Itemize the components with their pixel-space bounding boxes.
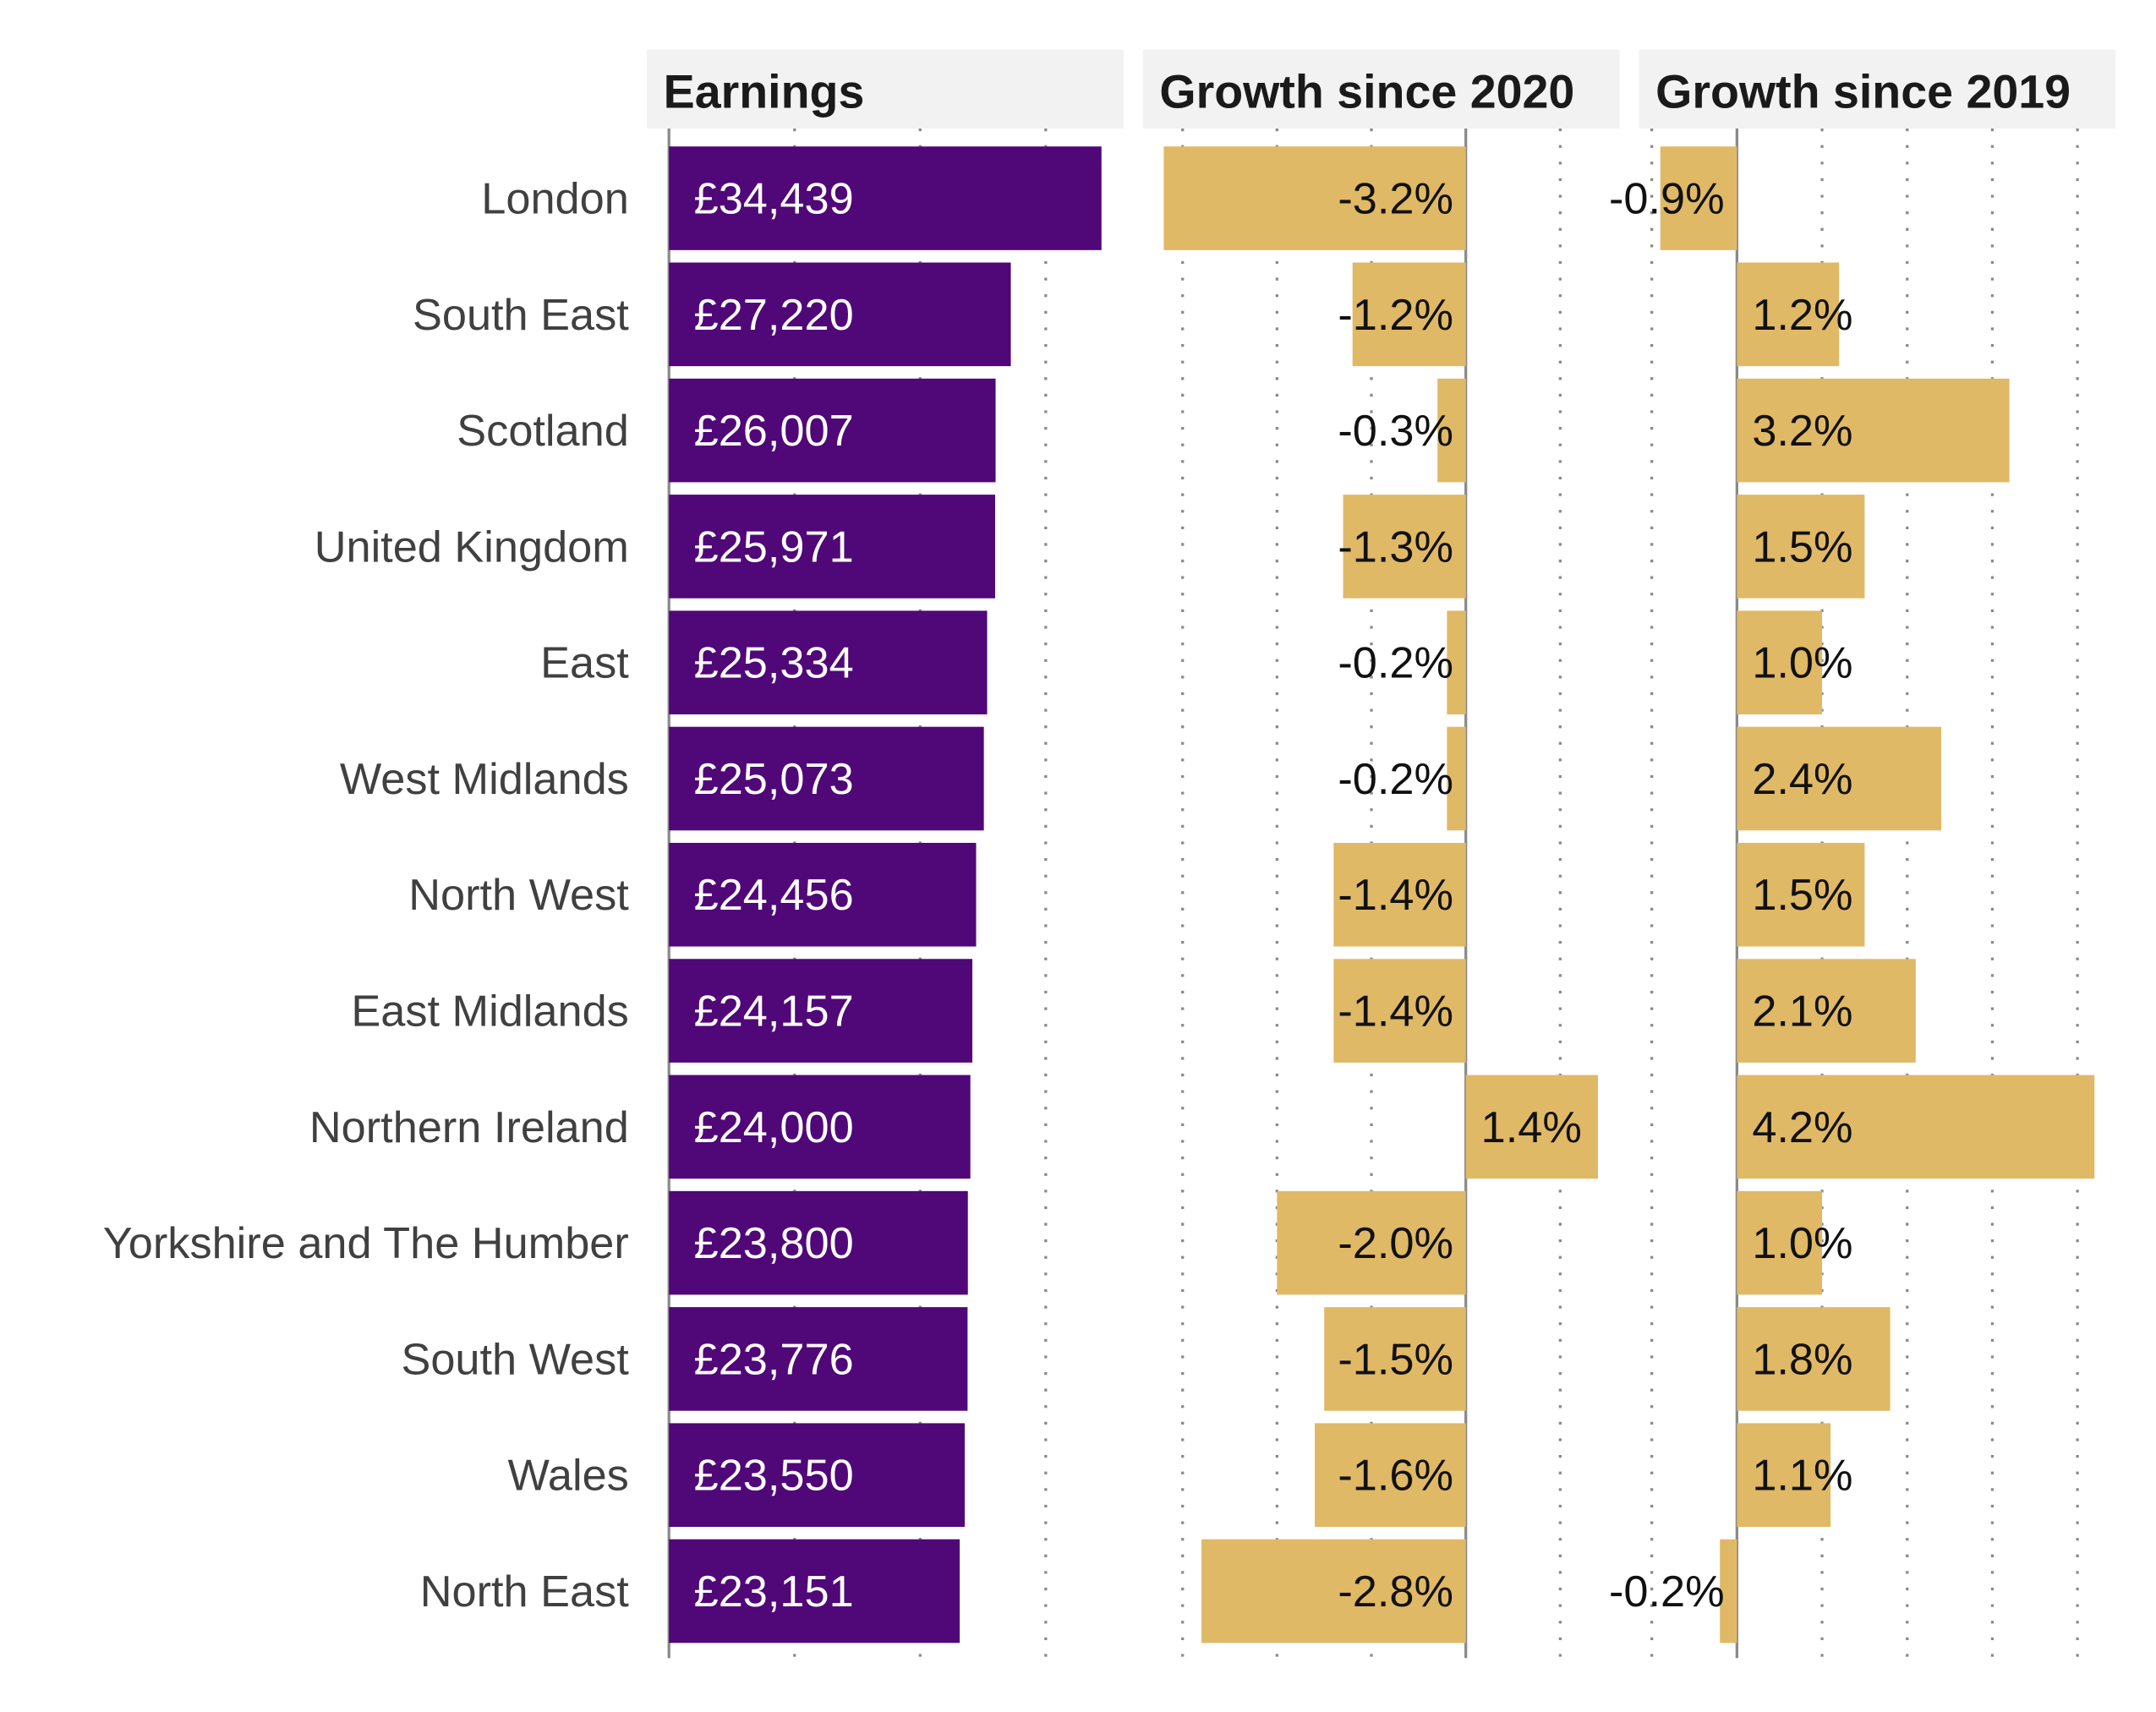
data-label: -0.3% xyxy=(1338,407,1453,456)
data-label: 1.4% xyxy=(1481,1103,1582,1152)
bar xyxy=(1737,1075,2095,1179)
data-label: £25,971 xyxy=(694,522,854,572)
category-label: East xyxy=(540,639,629,688)
data-label: -1.5% xyxy=(1338,1335,1453,1384)
data-label: -1.6% xyxy=(1338,1452,1453,1501)
data-label: £26,007 xyxy=(694,407,854,456)
bar xyxy=(669,1423,966,1527)
bar xyxy=(1737,726,1942,831)
bar xyxy=(1447,726,1466,831)
bar xyxy=(1333,842,1466,947)
bar xyxy=(1343,495,1466,599)
bar xyxy=(669,1539,960,1644)
data-label: -1.4% xyxy=(1338,871,1453,920)
panel-header-bg xyxy=(1142,49,1620,129)
bar xyxy=(1277,1190,1466,1295)
bar xyxy=(669,1075,971,1179)
bar xyxy=(1737,842,1865,947)
bar xyxy=(1737,495,1865,599)
bar xyxy=(669,1307,968,1411)
data-label: -0.2% xyxy=(1338,639,1453,688)
panel-title: Earnings xyxy=(664,65,865,118)
data-label: -3.2% xyxy=(1338,175,1453,224)
category-label: Yorkshire and The Humber xyxy=(103,1219,629,1268)
bar xyxy=(669,610,988,714)
data-label: 1.2% xyxy=(1752,291,1852,340)
panel-title: Growth since 2019 xyxy=(1655,65,2071,118)
data-label: -0.9% xyxy=(1609,175,1725,224)
data-label: £23,800 xyxy=(694,1219,854,1268)
bar xyxy=(669,146,1102,250)
data-label: 2.4% xyxy=(1752,755,1852,804)
data-label: 1.0% xyxy=(1752,639,1852,688)
bar xyxy=(669,262,1011,367)
bar xyxy=(669,1190,968,1295)
category-label: Wales xyxy=(507,1452,628,1501)
panel-header-bg xyxy=(1639,49,2116,129)
data-label: £25,334 xyxy=(694,639,854,688)
bar xyxy=(1437,378,1466,483)
data-label: £27,220 xyxy=(694,291,854,340)
data-label: -2.0% xyxy=(1338,1219,1453,1268)
bar xyxy=(1720,1539,1737,1644)
bar xyxy=(1737,378,2010,483)
bar xyxy=(669,726,984,831)
bar xyxy=(1315,1423,1466,1527)
data-label: 1.1% xyxy=(1752,1452,1852,1501)
category-label: South West xyxy=(401,1335,629,1384)
bar xyxy=(1737,262,1840,367)
bar xyxy=(1447,610,1466,714)
data-label: -1.2% xyxy=(1338,291,1453,340)
data-label: 1.5% xyxy=(1752,871,1852,920)
data-label: £24,157 xyxy=(694,987,854,1036)
category-label: North East xyxy=(420,1567,630,1616)
panel-title: Growth since 2020 xyxy=(1159,65,1574,118)
data-label: -1.4% xyxy=(1338,987,1453,1036)
bar xyxy=(1660,146,1737,250)
data-label: £25,073 xyxy=(694,755,854,804)
bar xyxy=(669,959,973,1063)
data-label: 1.0% xyxy=(1752,1219,1852,1268)
data-label: 2.1% xyxy=(1752,987,1852,1036)
category-label: Northern Ireland xyxy=(309,1103,629,1152)
data-label: -2.8% xyxy=(1338,1567,1453,1616)
category-label: London xyxy=(481,175,629,224)
data-label: £24,456 xyxy=(694,871,854,920)
data-label: £24,000 xyxy=(694,1103,854,1152)
data-label: 3.2% xyxy=(1752,407,1852,456)
bar xyxy=(669,842,977,947)
category-label: North West xyxy=(408,871,629,920)
data-label: 1.8% xyxy=(1752,1335,1852,1384)
bar xyxy=(1737,1423,1831,1527)
data-label: 1.5% xyxy=(1752,522,1852,572)
data-label: £23,550 xyxy=(694,1452,854,1501)
data-label: -1.3% xyxy=(1338,522,1453,572)
bar xyxy=(669,378,996,483)
category-label: West Midlands xyxy=(340,755,629,804)
bar xyxy=(1324,1307,1466,1411)
category-label: Scotland xyxy=(457,407,629,456)
bar xyxy=(1737,959,1916,1063)
bar xyxy=(1737,1307,1891,1411)
panel-header-bg xyxy=(647,49,1124,129)
category-label: United Kingdom xyxy=(315,522,629,572)
data-label: 4.2% xyxy=(1752,1103,1852,1152)
category-label: East Midlands xyxy=(351,987,628,1036)
data-label: -0.2% xyxy=(1338,755,1453,804)
bar xyxy=(1737,1190,1823,1295)
bar xyxy=(669,495,995,599)
data-label: £34,439 xyxy=(694,175,854,224)
bar xyxy=(1333,959,1466,1063)
data-label: £23,776 xyxy=(694,1335,854,1384)
bar xyxy=(1201,1539,1466,1644)
data-label: -0.2% xyxy=(1609,1567,1725,1616)
category-label: South East xyxy=(413,291,629,340)
bar xyxy=(1352,262,1466,367)
bar xyxy=(1465,1075,1598,1179)
data-label: £23,151 xyxy=(694,1567,854,1616)
bar xyxy=(1737,610,1823,714)
bar xyxy=(1163,146,1466,250)
